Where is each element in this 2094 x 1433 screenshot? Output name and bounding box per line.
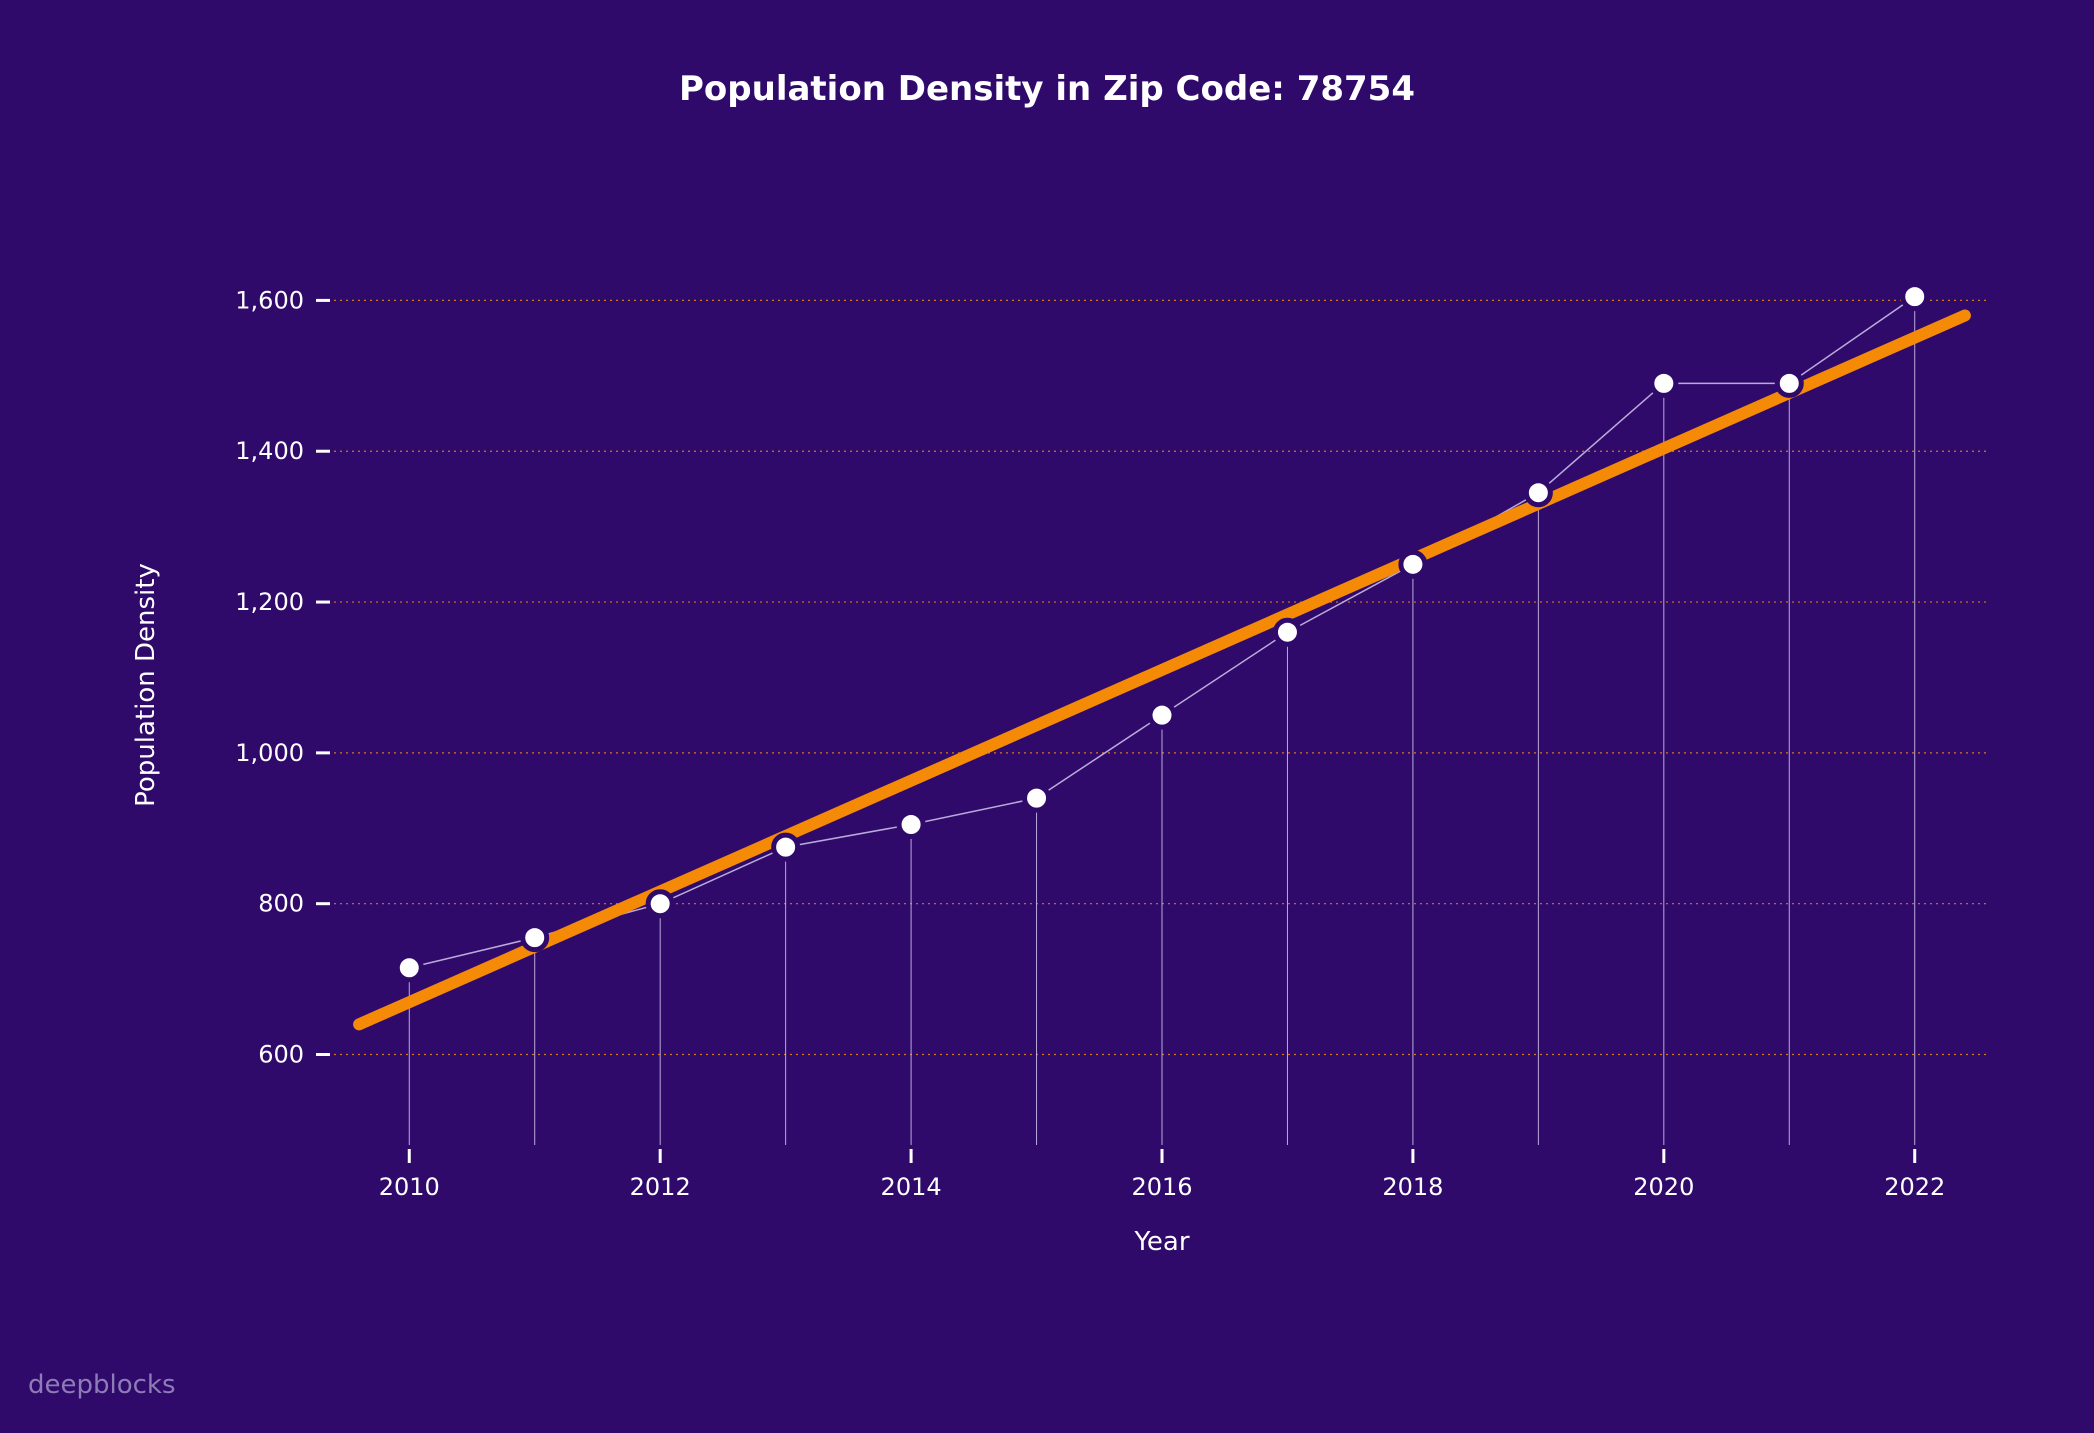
chart-container: Population Density in Zip Code: 78754 600… xyxy=(0,0,2094,1433)
data-marker xyxy=(899,813,923,837)
data-marker xyxy=(1025,786,1049,810)
chart-title: Population Density in Zip Code: 78754 xyxy=(679,69,1415,109)
x-tick-label: 2022 xyxy=(1884,1173,1945,1201)
x-tick-label: 2014 xyxy=(881,1173,942,1201)
data-marker xyxy=(774,835,798,859)
data-marker xyxy=(1652,371,1676,395)
data-marker xyxy=(1275,620,1299,644)
x-axis-label: Year xyxy=(1133,1227,1189,1257)
y-tick-label: 800 xyxy=(258,890,304,918)
x-tick-label: 2012 xyxy=(630,1173,691,1201)
y-tick-label: 1,400 xyxy=(235,437,304,465)
watermark: deepblocks xyxy=(28,1370,176,1400)
data-marker xyxy=(1401,552,1425,576)
data-marker xyxy=(1903,285,1927,309)
data-marker xyxy=(1150,703,1174,727)
data-marker xyxy=(523,926,547,950)
data-marker xyxy=(397,956,421,980)
data-marker xyxy=(1777,371,1801,395)
y-tick-label: 600 xyxy=(258,1041,304,1069)
x-tick-label: 2010 xyxy=(379,1173,440,1201)
y-axis-label: Population Density xyxy=(131,563,161,807)
y-tick-label: 1,600 xyxy=(235,286,304,314)
x-tick-label: 2018 xyxy=(1382,1173,1443,1201)
data-marker xyxy=(1526,481,1550,505)
x-tick-label: 2020 xyxy=(1633,1173,1694,1201)
y-tick-label: 1,000 xyxy=(235,739,304,767)
data-marker xyxy=(648,892,672,916)
x-tick-label: 2016 xyxy=(1131,1173,1192,1201)
y-tick-label: 1,200 xyxy=(235,588,304,616)
